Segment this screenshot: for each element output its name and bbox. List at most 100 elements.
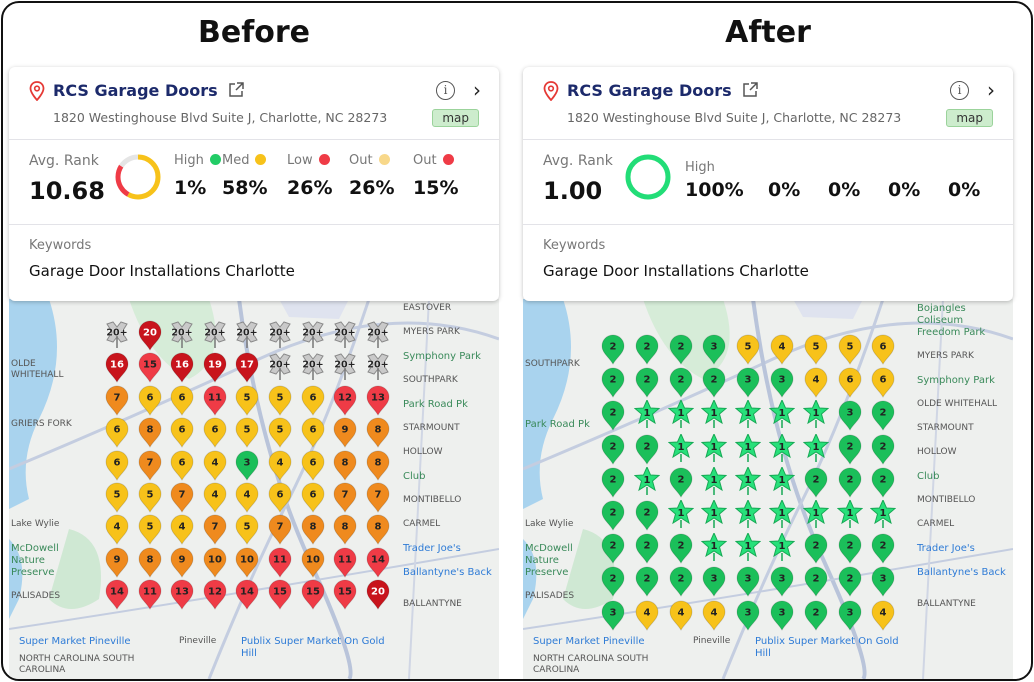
- rank-pin[interactable]: 6: [104, 450, 130, 482]
- rank-pin[interactable]: 5: [234, 417, 260, 449]
- out-of-range-marker[interactable]: 20+: [365, 352, 391, 384]
- top-rank-star-marker[interactable]: 1: [768, 465, 796, 499]
- external-link-icon[interactable]: [741, 81, 759, 99]
- top-rank-star-marker[interactable]: 1: [734, 465, 762, 499]
- rank-pin[interactable]: 15: [137, 352, 163, 384]
- rank-pin[interactable]: 4: [234, 482, 260, 514]
- rank-pin[interactable]: 6: [870, 367, 896, 399]
- out-of-range-marker[interactable]: 20+: [104, 320, 130, 352]
- out-of-range-marker[interactable]: 20+: [332, 352, 358, 384]
- rank-pin[interactable]: 6: [300, 450, 326, 482]
- rank-pin[interactable]: 6: [837, 367, 863, 399]
- rank-pin[interactable]: 3: [769, 367, 795, 399]
- rank-pin[interactable]: 2: [600, 434, 626, 466]
- rank-pin[interactable]: 2: [600, 566, 626, 598]
- top-rank-star-marker[interactable]: 1: [734, 399, 762, 432]
- external-link-icon[interactable]: [227, 81, 245, 99]
- top-rank-star-marker[interactable]: 1: [768, 531, 796, 565]
- top-rank-star-marker[interactable]: 1: [802, 399, 830, 432]
- rank-pin[interactable]: 2: [668, 533, 694, 565]
- top-rank-star-marker[interactable]: 1: [870, 498, 897, 532]
- rank-pin[interactable]: 15: [332, 579, 358, 611]
- rank-pin[interactable]: 3: [735, 566, 761, 598]
- rank-pin[interactable]: 2: [600, 334, 626, 366]
- info-icon[interactable]: i: [436, 81, 455, 100]
- rank-pin[interactable]: 16: [169, 352, 195, 384]
- rank-pin[interactable]: 7: [365, 482, 391, 514]
- top-rank-star-marker[interactable]: 1: [734, 531, 762, 565]
- rank-pin[interactable]: 2: [668, 367, 694, 399]
- rank-pin[interactable]: 10: [202, 547, 228, 579]
- top-rank-star-marker[interactable]: 1: [667, 498, 694, 532]
- ranking-map[interactable]: EASTOVER MYERS PARK Symphony Park SOUTHPARK…: [9, 299, 499, 679]
- rank-pin[interactable]: 13: [169, 579, 195, 611]
- rank-pin[interactable]: 2: [634, 533, 660, 565]
- rank-pin[interactable]: 8: [365, 417, 391, 449]
- rank-pin[interactable]: 7: [104, 385, 130, 417]
- out-of-range-marker[interactable]: 20+: [332, 320, 358, 352]
- rank-pin[interactable]: 2: [600, 533, 626, 565]
- out-of-range-marker[interactable]: 20+: [267, 352, 293, 384]
- rank-pin[interactable]: 3: [769, 566, 795, 598]
- rank-pin[interactable]: 6: [169, 385, 195, 417]
- rank-pin[interactable]: 8: [365, 450, 391, 482]
- rank-pin[interactable]: 5: [234, 514, 260, 546]
- rank-pin[interactable]: 3: [701, 566, 727, 598]
- rank-pin[interactable]: 5: [104, 482, 130, 514]
- rank-pin[interactable]: 6: [202, 417, 228, 449]
- rank-pin[interactable]: 8: [365, 514, 391, 546]
- out-of-range-marker[interactable]: 20+: [234, 320, 260, 352]
- top-rank-star-marker[interactable]: 1: [701, 399, 728, 432]
- rank-pin[interactable]: 9: [332, 417, 358, 449]
- rank-pin[interactable]: 6: [300, 385, 326, 417]
- rank-pin[interactable]: 3: [870, 566, 896, 598]
- rank-pin[interactable]: 2: [803, 566, 829, 598]
- rank-pin[interactable]: 3: [837, 600, 863, 632]
- rank-pin[interactable]: 14: [234, 579, 260, 611]
- rank-pin[interactable]: 8: [137, 417, 163, 449]
- rank-pin[interactable]: 14: [104, 579, 130, 611]
- rank-pin[interactable]: 5: [234, 385, 260, 417]
- rank-pin[interactable]: 5: [837, 334, 863, 366]
- rank-pin[interactable]: 4: [870, 600, 896, 632]
- rank-pin[interactable]: 9: [169, 547, 195, 579]
- rank-pin[interactable]: 6: [169, 450, 195, 482]
- rank-pin[interactable]: 2: [701, 367, 727, 399]
- rank-pin[interactable]: 2: [668, 566, 694, 598]
- rank-pin[interactable]: 8: [332, 514, 358, 546]
- ranking-map[interactable]: Bojangles Coliseum Freedom Park MYERS PARK…: [523, 299, 1013, 679]
- top-rank-star-marker[interactable]: 1: [701, 498, 728, 532]
- rank-pin[interactable]: 7: [137, 450, 163, 482]
- top-rank-star-marker[interactable]: 1: [802, 498, 830, 532]
- rank-pin[interactable]: 4: [169, 514, 195, 546]
- rank-pin[interactable]: 12: [332, 385, 358, 417]
- rank-pin[interactable]: 7: [267, 514, 293, 546]
- rank-pin[interactable]: 3: [769, 600, 795, 632]
- rank-pin[interactable]: 2: [837, 533, 863, 565]
- rank-pin[interactable]: 15: [267, 579, 293, 611]
- rank-pin[interactable]: 2: [634, 367, 660, 399]
- rank-pin[interactable]: 11: [332, 547, 358, 579]
- rank-pin[interactable]: 2: [668, 467, 694, 499]
- rank-pin[interactable]: 3: [837, 400, 863, 432]
- rank-pin[interactable]: 6: [169, 417, 195, 449]
- rank-pin[interactable]: 4: [769, 334, 795, 366]
- rank-pin[interactable]: 20: [365, 579, 391, 611]
- business-name[interactable]: RCS Garage Doors: [53, 81, 218, 100]
- top-rank-star-marker[interactable]: 1: [836, 498, 863, 532]
- rank-pin[interactable]: 4: [202, 482, 228, 514]
- rank-pin[interactable]: 2: [668, 334, 694, 366]
- rank-pin[interactable]: 6: [104, 417, 130, 449]
- rank-pin[interactable]: 4: [668, 600, 694, 632]
- top-rank-star-marker[interactable]: 1: [701, 531, 728, 565]
- top-rank-star-marker[interactable]: 1: [633, 465, 661, 499]
- top-rank-star-marker[interactable]: 1: [667, 399, 694, 432]
- rank-pin[interactable]: 2: [600, 400, 626, 432]
- rank-pin[interactable]: 2: [837, 566, 863, 598]
- out-of-range-marker[interactable]: 20+: [267, 320, 293, 352]
- rank-pin[interactable]: 5: [137, 514, 163, 546]
- out-of-range-marker[interactable]: 20+: [202, 320, 228, 352]
- out-of-range-marker[interactable]: 20+: [300, 352, 326, 384]
- rank-pin[interactable]: 11: [137, 579, 163, 611]
- top-rank-star-marker[interactable]: 1: [768, 432, 796, 466]
